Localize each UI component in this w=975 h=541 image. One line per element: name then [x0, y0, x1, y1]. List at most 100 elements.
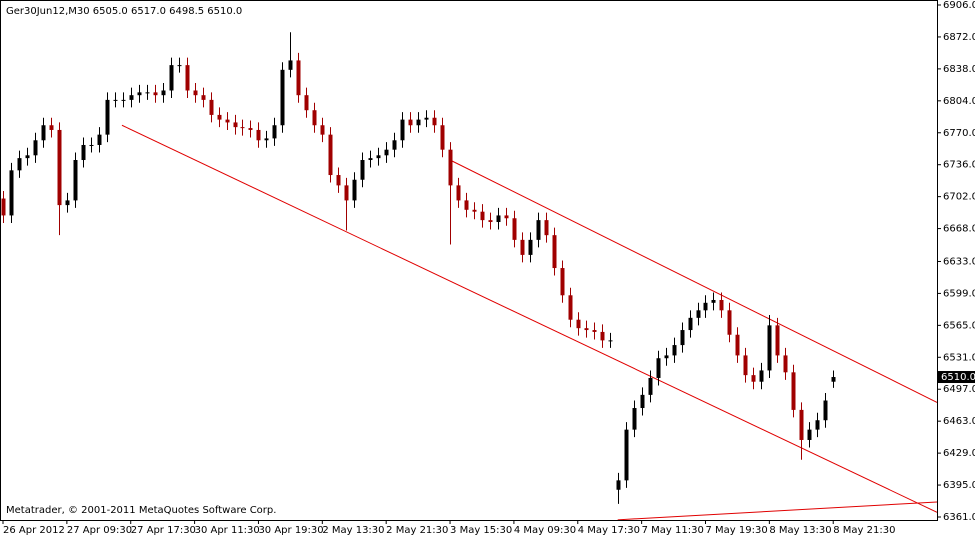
y-tick-label: 6361.0: [943, 512, 975, 523]
candle-body: [384, 149, 389, 156]
trendline: [449, 159, 937, 403]
candle-body: [608, 340, 613, 342]
candle-body: [408, 119, 413, 126]
candle-body: [767, 325, 772, 371]
candle-body: [552, 235, 557, 269]
candle-body: [823, 400, 828, 421]
candle-body: [719, 299, 724, 311]
candle-body: [113, 99, 118, 101]
y-tick-label: 6838.0: [943, 64, 975, 75]
candle-body: [376, 155, 381, 159]
x-tick-label: 30 Apr 19:30: [258, 525, 323, 536]
candle-body: [368, 158, 373, 161]
x-tick-label: 2 May 13:30: [322, 525, 384, 536]
candle-body: [432, 117, 437, 126]
footer: Metatrader, © 2001-2011 MetaQuotes Softw…: [6, 505, 276, 516]
y-tick-label: 6804.0: [943, 96, 975, 107]
candle-body: [664, 355, 669, 359]
y-tick-label: 6736.0: [943, 160, 975, 171]
x-tick-label: 8 May 13:30: [769, 525, 831, 536]
candle-body: [648, 377, 653, 395]
x-tick-label: 30 Apr 11:30: [195, 525, 260, 536]
candle-body: [600, 331, 605, 341]
candle-body: [360, 160, 365, 180]
candle-body: [528, 239, 533, 255]
y-tick-label: 6565.0: [943, 320, 975, 331]
candle-body: [169, 65, 174, 91]
candle-body: [400, 119, 405, 141]
candle-body: [264, 138, 269, 141]
candle-body: [815, 420, 820, 430]
candle-body: [248, 128, 253, 130]
y-tick-label: 6429.0: [943, 448, 975, 459]
candle-body: [472, 209, 477, 212]
candle-body: [320, 125, 325, 135]
candle-body: [616, 480, 621, 490]
candle-body: [17, 158, 22, 171]
trendline: [617, 501, 937, 520]
candle-body: [632, 408, 637, 430]
candle-body: [480, 211, 485, 221]
plot-frame: [0, 0, 938, 521]
y-tick-label: 6531.0: [943, 352, 975, 363]
candle-body: [105, 99, 110, 135]
x-tick-label: 3 May 15:30: [450, 525, 512, 536]
candle-body: [759, 370, 764, 382]
candle-body: [201, 95, 206, 100]
candle-body: [735, 334, 740, 356]
x-tick-label: 7 May 19:30: [705, 525, 767, 536]
candle-body: [672, 345, 677, 356]
candle-body: [536, 220, 541, 240]
candle-body: [209, 99, 214, 115]
candle-body: [424, 117, 429, 120]
candle-body: [656, 358, 661, 378]
candle-body: [448, 149, 453, 186]
candle-body: [344, 185, 349, 201]
y-tick-label: 6702.0: [943, 192, 975, 203]
candle-body: [592, 330, 597, 332]
candle-body: [49, 125, 54, 130]
candle-body: [25, 155, 30, 159]
candle-body: [233, 122, 238, 128]
candle-body: [41, 125, 46, 141]
x-tick-label: 27 Apr 09:30: [67, 525, 132, 536]
candle-body: [743, 355, 748, 376]
x-tick-label: 4 May 17:30: [578, 525, 640, 536]
candle-body: [568, 295, 573, 320]
candle-body: [783, 355, 788, 373]
candle-body: [512, 218, 517, 240]
y-tick-label: 6770.0: [943, 128, 975, 139]
candle-body: [496, 215, 501, 223]
x-tick-label: 2 May 21:30: [386, 525, 448, 536]
candle-body: [296, 60, 301, 96]
candle-body: [392, 140, 397, 150]
candle-body: [544, 220, 549, 236]
candle-body: [711, 299, 716, 303]
candle-body: [560, 268, 565, 296]
candle-body: [640, 394, 645, 409]
x-tick-label: 7 May 11:30: [642, 525, 704, 536]
chart-title: Ger30Jun12,M30 6505.0 6517.0 6498.5 6510…: [6, 6, 242, 17]
x-tick-label: 27 Apr 17:30: [131, 525, 196, 536]
candle-body: [775, 325, 780, 356]
candle-body: [584, 328, 589, 331]
candle-body: [456, 185, 461, 201]
candle-body: [280, 69, 285, 126]
x-tick-label: 4 May 09:30: [514, 525, 576, 536]
candle-body: [225, 119, 230, 123]
candle-body: [288, 60, 293, 70]
candle-body: [328, 134, 333, 176]
candle-body: [129, 95, 134, 100]
candle-body: [416, 119, 421, 126]
candle-body: [121, 99, 126, 101]
candle-body: [57, 129, 62, 206]
candle-body: [464, 200, 469, 210]
candle-body: [240, 127, 245, 129]
candle-body: [33, 140, 38, 156]
candle-body: [680, 330, 685, 346]
candle-body: [696, 310, 701, 318]
candle-body: [81, 144, 86, 161]
candle-body: [624, 429, 629, 481]
candle-body: [145, 92, 150, 94]
